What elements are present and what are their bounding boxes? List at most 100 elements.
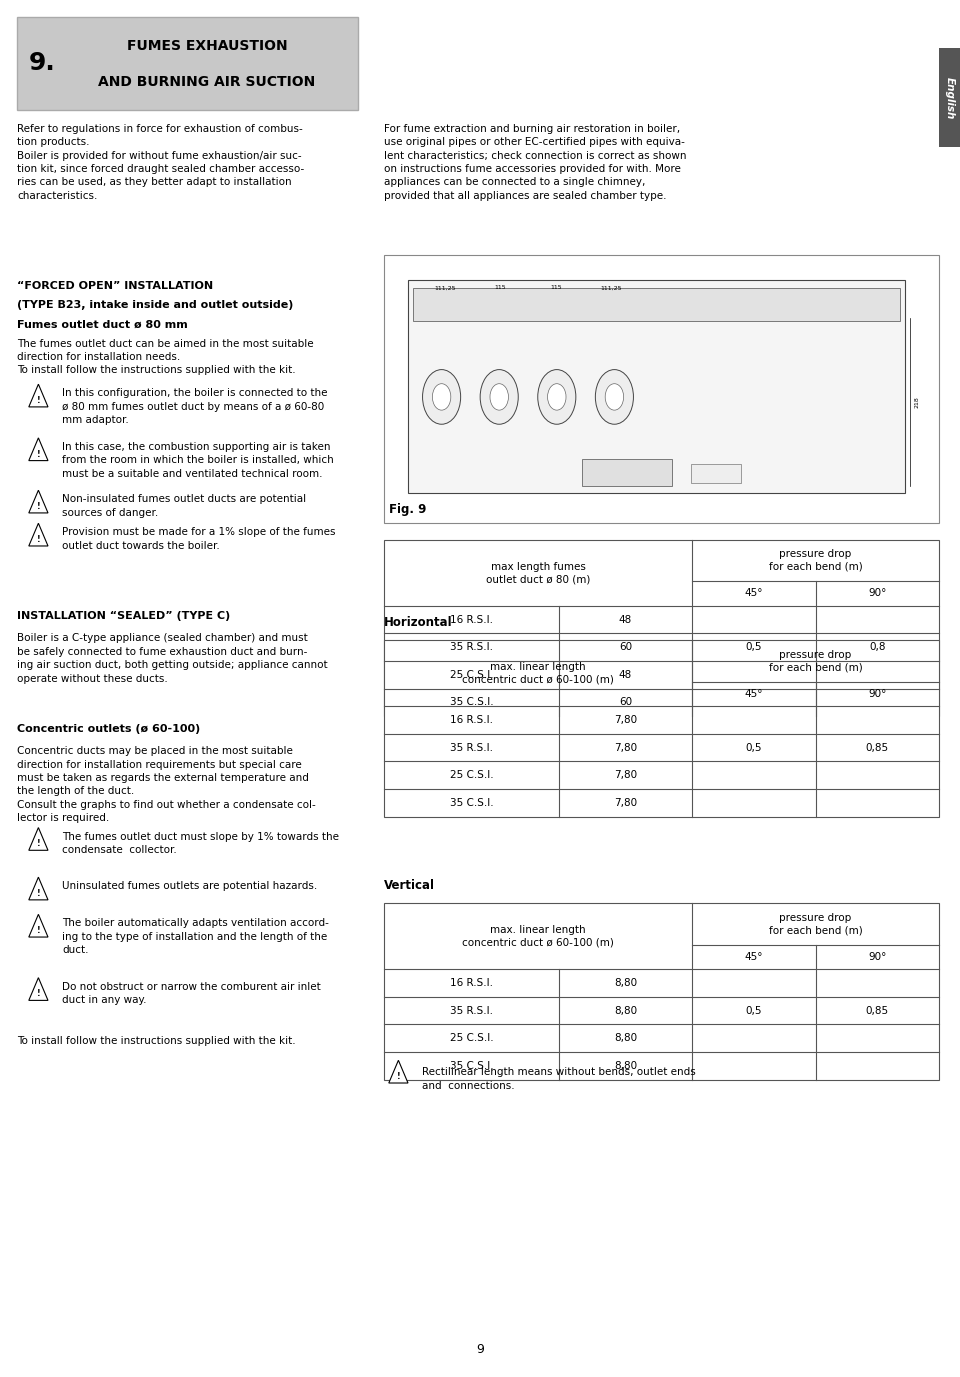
Text: 45°: 45° [745, 952, 763, 963]
Circle shape [490, 384, 509, 410]
Bar [384, 255, 939, 523]
Text: !: ! [36, 397, 40, 405]
Bar [939, 48, 960, 147]
Bar [17, 17, 358, 110]
Text: 35 C.S.I.: 35 C.S.I. [449, 697, 493, 708]
Text: Do not obstruct or narrow the comburent air inlet
duct in any way.: Do not obstruct or narrow the comburent … [62, 982, 322, 1005]
Text: pressure drop
for each bend (m): pressure drop for each bend (m) [769, 549, 862, 571]
Text: 8,80: 8,80 [613, 1005, 636, 1016]
Text: !: ! [36, 450, 40, 459]
Circle shape [538, 369, 576, 424]
Text: 7,80: 7,80 [613, 770, 636, 781]
Text: Vertical: Vertical [384, 879, 435, 891]
Text: 111,25: 111,25 [600, 285, 622, 291]
Text: 0,5: 0,5 [746, 742, 762, 753]
Polygon shape [29, 877, 48, 901]
Text: 48: 48 [619, 669, 632, 680]
Text: 35 C.S.I.: 35 C.S.I. [449, 1060, 493, 1071]
Circle shape [547, 384, 566, 410]
Polygon shape [29, 490, 48, 512]
Text: 60: 60 [619, 697, 632, 708]
Text: Fig. 9: Fig. 9 [389, 504, 426, 516]
Text: 25 C.S.I.: 25 C.S.I. [449, 669, 493, 680]
Text: pressure drop
for each bend (m): pressure drop for each bend (m) [769, 650, 862, 672]
Text: 0,8: 0,8 [869, 642, 885, 653]
Text: Non-insulated fumes outlet ducts are potential
sources of danger.: Non-insulated fumes outlet ducts are pot… [62, 494, 306, 518]
Circle shape [432, 384, 451, 410]
Text: !: ! [36, 503, 40, 511]
Text: 7,80: 7,80 [613, 797, 636, 808]
Circle shape [422, 369, 461, 424]
Text: 8,80: 8,80 [613, 978, 636, 989]
Text: !: ! [396, 1073, 400, 1081]
Polygon shape [29, 828, 48, 850]
Polygon shape [389, 1060, 408, 1082]
Text: !: ! [36, 840, 40, 848]
Polygon shape [29, 914, 48, 936]
Text: 9: 9 [476, 1343, 484, 1356]
Text: pressure drop
for each bend (m): pressure drop for each bend (m) [769, 913, 862, 935]
Text: 35 C.S.I.: 35 C.S.I. [449, 797, 493, 808]
Text: Rectilinear length means without bends, outlet ends
and  connections.: Rectilinear length means without bends, … [422, 1067, 696, 1091]
Text: 0,5: 0,5 [746, 1005, 762, 1016]
Text: 115: 115 [494, 285, 506, 291]
Text: Boiler is a C-type appliance (sealed chamber) and must
be safely connected to fu: Boiler is a C-type appliance (sealed cha… [17, 633, 328, 683]
Text: Refer to regulations in force for exhaustion of combus-
tion products.
Boiler is: Refer to regulations in force for exhaus… [17, 124, 304, 201]
Text: 16 R.S.I.: 16 R.S.I. [450, 715, 492, 726]
Text: 45°: 45° [745, 588, 763, 599]
Text: 16 R.S.I.: 16 R.S.I. [450, 614, 492, 625]
Text: 9.: 9. [29, 51, 56, 76]
Text: 8,80: 8,80 [613, 1060, 636, 1071]
Text: 35 R.S.I.: 35 R.S.I. [450, 642, 492, 653]
Text: 35 R.S.I.: 35 R.S.I. [450, 1005, 492, 1016]
Text: To install follow the instructions supplied with the kit.: To install follow the instructions suppl… [17, 1036, 296, 1045]
Text: 0,85: 0,85 [866, 1005, 889, 1016]
Bar [408, 280, 905, 493]
Text: max length fumes
outlet duct ø 80 (m): max length fumes outlet duct ø 80 (m) [486, 562, 590, 584]
Bar [384, 540, 939, 716]
Text: !: ! [36, 536, 40, 544]
Text: 60: 60 [619, 642, 632, 653]
Text: !: ! [36, 990, 40, 998]
Text: !: ! [36, 890, 40, 898]
Text: 115: 115 [550, 285, 562, 291]
Text: 7,80: 7,80 [613, 742, 636, 753]
Bar [413, 288, 900, 321]
Text: English: English [945, 77, 954, 118]
Text: 45°: 45° [745, 688, 763, 700]
Text: Uninsulated fumes outlets are potential hazards.: Uninsulated fumes outlets are potential … [62, 881, 318, 891]
Text: “FORCED OPEN” INSTALLATION: “FORCED OPEN” INSTALLATION [17, 281, 213, 291]
Text: AND BURNING AIR SUCTION: AND BURNING AIR SUCTION [98, 76, 316, 90]
Text: 0,5: 0,5 [746, 642, 762, 653]
Text: FUMES EXHAUSTION: FUMES EXHAUSTION [127, 40, 287, 54]
Polygon shape [29, 384, 48, 408]
Text: 90°: 90° [868, 952, 886, 963]
Text: Concentric outlets (ø 60-100): Concentric outlets (ø 60-100) [17, 724, 201, 734]
Text: The fumes outlet duct can be aimed in the most suitable
direction for installati: The fumes outlet duct can be aimed in th… [17, 339, 314, 376]
Polygon shape [29, 438, 48, 460]
Circle shape [595, 369, 634, 424]
Text: The boiler automatically adapts ventilation accord-
ing to the type of installat: The boiler automatically adapts ventilat… [62, 918, 329, 956]
Text: Provision must be made for a 1% slope of the fumes
outlet duct towards the boile: Provision must be made for a 1% slope of… [62, 527, 336, 551]
Text: Fumes outlet duct ø 80 mm: Fumes outlet duct ø 80 mm [17, 319, 188, 329]
Text: 25 C.S.I.: 25 C.S.I. [449, 1033, 493, 1044]
Text: 8,80: 8,80 [613, 1033, 636, 1044]
Bar [384, 640, 939, 817]
Text: INSTALLATION “SEALED” (TYPE C): INSTALLATION “SEALED” (TYPE C) [17, 611, 230, 621]
Circle shape [605, 384, 624, 410]
Bar [691, 464, 741, 483]
Text: 111,25: 111,25 [434, 285, 456, 291]
Text: 0,85: 0,85 [866, 742, 889, 753]
Text: For fume extraction and burning air restoration in boiler,
use original pipes or: For fume extraction and burning air rest… [384, 124, 686, 201]
Text: 48: 48 [619, 614, 632, 625]
Text: 90°: 90° [868, 588, 886, 599]
Text: The fumes outlet duct must slope by 1% towards the
condensate  collector.: The fumes outlet duct must slope by 1% t… [62, 832, 340, 855]
Bar [582, 459, 672, 486]
Text: In this configuration, the boiler is connected to the
ø 80 mm fumes outlet duct : In this configuration, the boiler is con… [62, 388, 328, 425]
Polygon shape [29, 523, 48, 545]
Text: (TYPE B23, intake inside and outlet outside): (TYPE B23, intake inside and outlet outs… [17, 300, 294, 310]
Text: Concentric ducts may be placed in the most suitable
direction for installation r: Concentric ducts may be placed in the mo… [17, 746, 316, 823]
Text: !: ! [36, 927, 40, 935]
Text: max. linear length
concentric duct ø 60-100 (m): max. linear length concentric duct ø 60-… [462, 925, 613, 947]
Text: max. linear length
concentric duct ø 60-100 (m): max. linear length concentric duct ø 60-… [462, 662, 613, 684]
